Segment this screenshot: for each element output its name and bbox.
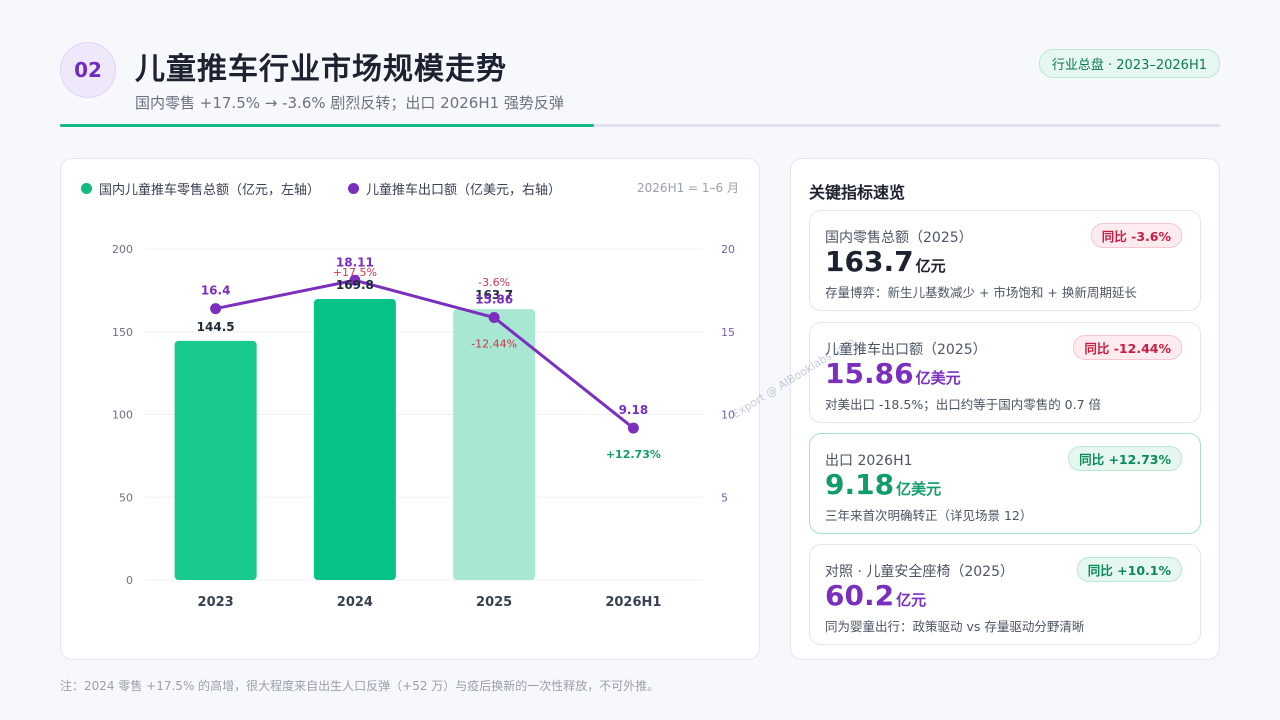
kpi-label: 儿童推车出口额（2025） (825, 342, 987, 358)
line-point (349, 274, 361, 286)
kpi-card-export: 儿童推车出口额（2025） 同比 -12.44% 15.86 亿美元 对美出口 -… (809, 322, 1201, 423)
kpi-value-number: 60.2 (825, 579, 895, 612)
bar-value-label: 144.5 (197, 320, 235, 334)
x-tick-label: 2024 (337, 595, 373, 610)
kpi-change-badge: 同比 +12.73% (1068, 446, 1182, 471)
legend-swatch-retail (81, 183, 92, 194)
y-left-tick-label: 150 (112, 326, 133, 339)
x-tick-label: 2025 (476, 595, 512, 610)
kpi-value-number: 163.7 (825, 245, 914, 278)
kpi-value-number: 9.18 (825, 468, 895, 501)
header-divider (60, 124, 1220, 127)
kpi-value: 60.2 亿元 (825, 579, 926, 612)
x-tick-label: 2026H1 (605, 595, 661, 610)
kpi-description: 三年来首次明确转正（详见场景 12） (825, 508, 1033, 523)
kpi-value-number: 15.86 (825, 357, 914, 390)
kpi-value: 9.18 亿美元 (825, 468, 941, 501)
kpi-change-badge: 同比 -3.6% (1090, 223, 1182, 248)
kpi-value-unit: 亿美元 (915, 369, 961, 387)
footnote: 注：2024 零售 +17.5% 的高增，很大程度来自出生人口反弹（+52 万）… (60, 679, 660, 693)
kpi-description: 同为婴童出行：政策驱动 vs 存量驱动分野清晰 (825, 619, 1085, 634)
legend-swatch-export (348, 183, 360, 194)
header-divider-accent (60, 124, 594, 127)
legend-item-retail: 国内儿童推车零售总额（亿元，左轴） (81, 179, 320, 198)
legend-label-retail: 国内儿童推车零售总额（亿元，左轴） (99, 183, 321, 198)
bar (453, 309, 536, 580)
kpi-card-export-h1: 出口 2026H1 同比 +12.73% 9.18 亿美元 三年来首次明确转正（详… (809, 433, 1201, 534)
legend-label-export: 儿童推车出口额（亿美元，右轴） (366, 183, 562, 198)
y-right-tick-label: 10 (721, 409, 735, 422)
kpi-change-badge: 同比 -12.44% (1073, 335, 1182, 360)
chart-card: 0 50 100 150 200 5 10 15 20 2023 2024 2025 2026H1 144… (60, 158, 760, 660)
kpi-card-retail: 国内零售总额（2025） 同比 -3.6% 163.7 亿元 存量博弈：新生儿基数… (809, 210, 1201, 311)
chart-period-note: 2026H1 = 1–6 月 (637, 181, 739, 195)
kpi-change-badge: 同比 +10.1% (1076, 557, 1182, 582)
legend-item-export: 儿童推车出口额（亿美元，右轴） (348, 179, 561, 198)
y-left-tick-label: 100 (112, 409, 133, 422)
bar (313, 298, 396, 580)
x-tick-label: 2023 (198, 595, 234, 610)
line-value-label: 15.86 (475, 293, 513, 307)
line-change-label: +12.73% (606, 448, 661, 461)
y-left-tick-label: 200 (112, 243, 133, 256)
kpi-label: 国内零售总额（2025） (825, 230, 973, 246)
kpi-panel: 关键指标速览 国内零售总额（2025） 同比 -3.6% 163.7 亿元 存量博… (790, 158, 1220, 660)
page-title: 儿童推车行业市场规模走势 (135, 52, 507, 87)
line-value-label: 18.11 (336, 255, 374, 269)
bar-value-label: 169.8 (336, 278, 374, 292)
section-number-badge: 02 (60, 42, 116, 98)
market-size-chart: 0 50 100 150 200 5 10 15 20 2023 2024 2025 2026H1 144… (112, 243, 735, 610)
kpi-label: 出口 2026H1 (825, 453, 913, 469)
kpi-description: 存量博弈：新生儿基数减少 + 市场饱和 + 换新周期延长 (825, 285, 1137, 300)
kpi-value-unit: 亿元 (915, 257, 946, 275)
line-change-label: -12.44% (471, 338, 517, 351)
kpi-panel-title: 关键指标速览 (809, 183, 906, 202)
line-point (210, 303, 222, 315)
line-point (627, 422, 639, 434)
y-left-tick-label: 0 (126, 574, 133, 587)
bar-value-label: 163.7 (475, 288, 513, 302)
line-value-label: 16.4 (201, 284, 231, 298)
page-subtitle: 国内零售 +17.5% → -3.6% 剧烈反转；出口 2026H1 强势反弹 (135, 94, 564, 112)
y-right-tick-label: 5 (721, 491, 728, 504)
kpi-card-car-seat: 对照 · 儿童安全座椅（2025） 同比 +10.1% 60.2 亿元 同为婴童出… (809, 544, 1201, 645)
kpi-value-unit: 亿美元 (896, 480, 942, 498)
bar-change-label: -3.6% (478, 276, 510, 289)
chart-legend: 国内儿童推车零售总额（亿元，左轴） 儿童推车出口额（亿美元，右轴） (81, 179, 561, 198)
bar-change-label: +17.5% (333, 266, 377, 279)
bar (174, 340, 257, 580)
kpi-value: 15.86 亿美元 (825, 357, 961, 390)
y-left-tick-label: 50 (119, 491, 133, 504)
kpi-value: 163.7 亿元 (825, 245, 946, 278)
line-value-label: 9.18 (619, 403, 649, 417)
y-right-tick-label: 20 (721, 243, 735, 256)
kpi-value-unit: 亿元 (896, 591, 927, 609)
line-point (488, 312, 500, 324)
scope-tag: 行业总盘 · 2023–2026H1 (1038, 49, 1220, 78)
kpi-description: 对美出口 -18.5%；出口约等于国内零售的 0.7 倍 (825, 397, 1102, 412)
export-line (215, 278, 635, 430)
y-right-tick-label: 15 (721, 326, 735, 339)
kpi-label: 对照 · 儿童安全座椅（2025） (825, 564, 1014, 580)
